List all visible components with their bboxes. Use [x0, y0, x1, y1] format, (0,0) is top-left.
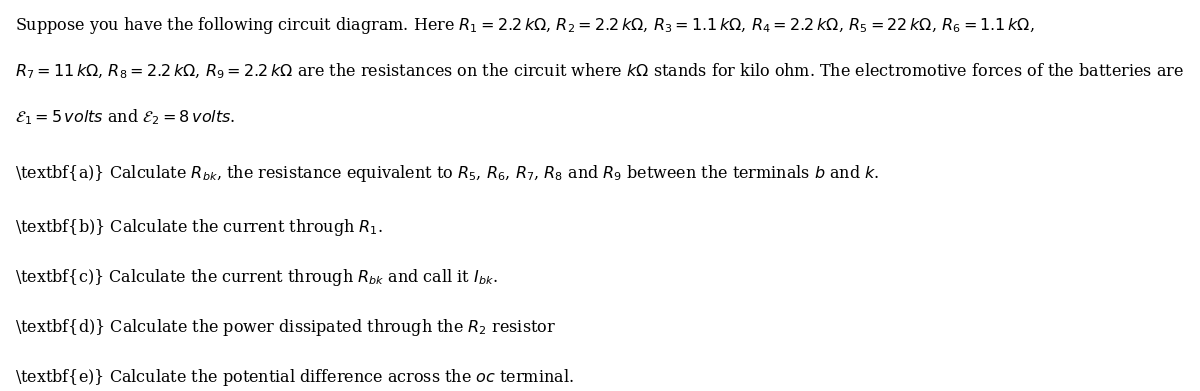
Text: Suppose you have the following circuit diagram. Here $R_1 = 2.2\, k\Omega$, $R_2: Suppose you have the following circuit d…: [16, 15, 1036, 36]
Text: \textbf{b)} Calculate the current through $R_1$.: \textbf{b)} Calculate the current throug…: [16, 217, 384, 238]
Text: $\mathcal{E}_1 = 5\, volts$ and $\mathcal{E}_2 = 8\, volts$.: $\mathcal{E}_1 = 5\, volts$ and $\mathca…: [16, 108, 236, 127]
Text: \textbf{e)} Calculate the potential difference across the $oc$ terminal.: \textbf{e)} Calculate the potential diff…: [16, 367, 575, 387]
Text: \textbf{c)} Calculate the current through $R_{bk}$ and call it $I_{bk}$.: \textbf{c)} Calculate the current throug…: [16, 267, 498, 288]
Text: \textbf{a)} Calculate $R_{bk}$, the resistance equivalent to $R_5$, $R_6$, $R_7$: \textbf{a)} Calculate $R_{bk}$, the resi…: [16, 163, 880, 184]
Text: \textbf{d)} Calculate the power dissipated through the $R_2$ resistor: \textbf{d)} Calculate the power dissipat…: [16, 317, 557, 338]
Text: $R_7 = 11\, k\Omega$, $R_8 = 2.2\, k\Omega$, $R_9 = 2.2\, k\Omega$ are the resis: $R_7 = 11\, k\Omega$, $R_8 = 2.2\, k\Ome…: [16, 61, 1184, 81]
